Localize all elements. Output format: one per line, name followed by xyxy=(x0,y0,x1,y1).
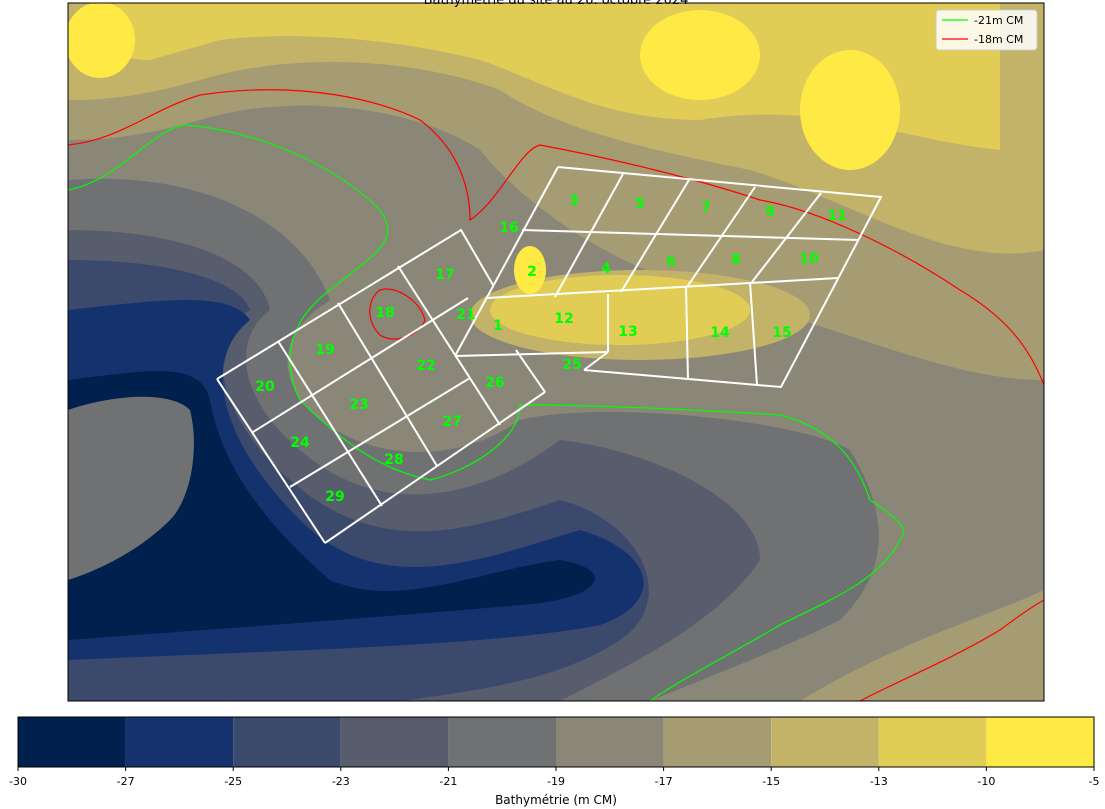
colorbar-tick-label: -10 xyxy=(977,775,995,788)
cell-label: 17 xyxy=(435,267,454,283)
colorbar-segment xyxy=(18,717,126,767)
cell-label: 14 xyxy=(710,325,730,341)
colorbar-tick-label: -17 xyxy=(655,775,673,788)
colorbar-segment xyxy=(771,717,879,767)
cell-label: 19 xyxy=(315,342,334,358)
map-frame xyxy=(67,2,1045,702)
colorbar: -30 -27 -25 -23 -21 -19 -17 -15 -13 -10 -5 xyxy=(9,717,1099,788)
colorbar-frame xyxy=(17,716,1095,768)
cell-label: 12 xyxy=(554,311,573,327)
colorbar-segment xyxy=(233,717,341,767)
cell-label: 4 xyxy=(601,261,611,277)
colorbar-tick-label: -13 xyxy=(870,775,888,788)
title: Bathymétrie du site au 26. octobre 2024 xyxy=(424,0,689,8)
cell-label: 10 xyxy=(799,251,819,267)
colorbar-segment xyxy=(556,717,664,767)
colorbar-tick-label: -27 xyxy=(117,775,135,788)
colorbar-segment xyxy=(878,717,987,767)
cell-label: 5 xyxy=(635,196,645,212)
cell-label: 3 xyxy=(569,193,579,209)
cell-label: 6 xyxy=(666,254,676,270)
cell-label: 13 xyxy=(618,324,637,340)
colorbar-segment xyxy=(448,717,556,767)
legend: -21m CM -18m CM xyxy=(935,9,1038,51)
colorbar-tick-label: -21 xyxy=(439,775,457,788)
colorbar-tick-label: -15 xyxy=(762,775,780,788)
colorbar-tick-label: -5 xyxy=(1089,775,1100,788)
cell-label: 29 xyxy=(325,489,344,505)
cell-label: 2 xyxy=(527,264,537,280)
cell-label: 25 xyxy=(562,357,581,373)
cell-label: 28 xyxy=(384,452,403,468)
cell-label: 8 xyxy=(731,252,741,268)
colorbar-segment xyxy=(125,717,234,767)
colorbar-label: Bathymétrie (m CM) xyxy=(495,793,617,807)
cell-label: 21 xyxy=(456,307,475,323)
cell-label: 22 xyxy=(416,358,435,374)
cell-label: 16 xyxy=(499,220,518,236)
cell-label: 1 xyxy=(493,318,503,334)
cell-label: 23 xyxy=(349,397,368,413)
cell-label: 9 xyxy=(765,204,775,220)
contour-line xyxy=(68,124,905,701)
legend-label: -18m CM xyxy=(974,33,1023,46)
cell-label: 18 xyxy=(375,305,394,321)
colorbar-tick-label: -25 xyxy=(224,775,242,788)
colorbar-segment xyxy=(986,717,1094,767)
cell-label: 20 xyxy=(255,379,275,395)
site-grid xyxy=(216,166,883,544)
legend-label: -21m CM xyxy=(974,14,1023,27)
colorbar-tick-label: -23 xyxy=(332,775,350,788)
cell-label: 15 xyxy=(772,325,791,341)
colorbar-segment xyxy=(663,717,772,767)
cell-label: 26 xyxy=(485,375,504,391)
cell-label: 11 xyxy=(827,208,846,224)
cell-label: 27 xyxy=(442,414,461,430)
colorbar-tick-label: -19 xyxy=(547,775,565,788)
cell-label: 24 xyxy=(290,435,310,451)
cell-label: 7 xyxy=(701,200,711,216)
colorbar-segment xyxy=(340,717,449,767)
colorbar-tick-label: -30 xyxy=(9,775,27,788)
